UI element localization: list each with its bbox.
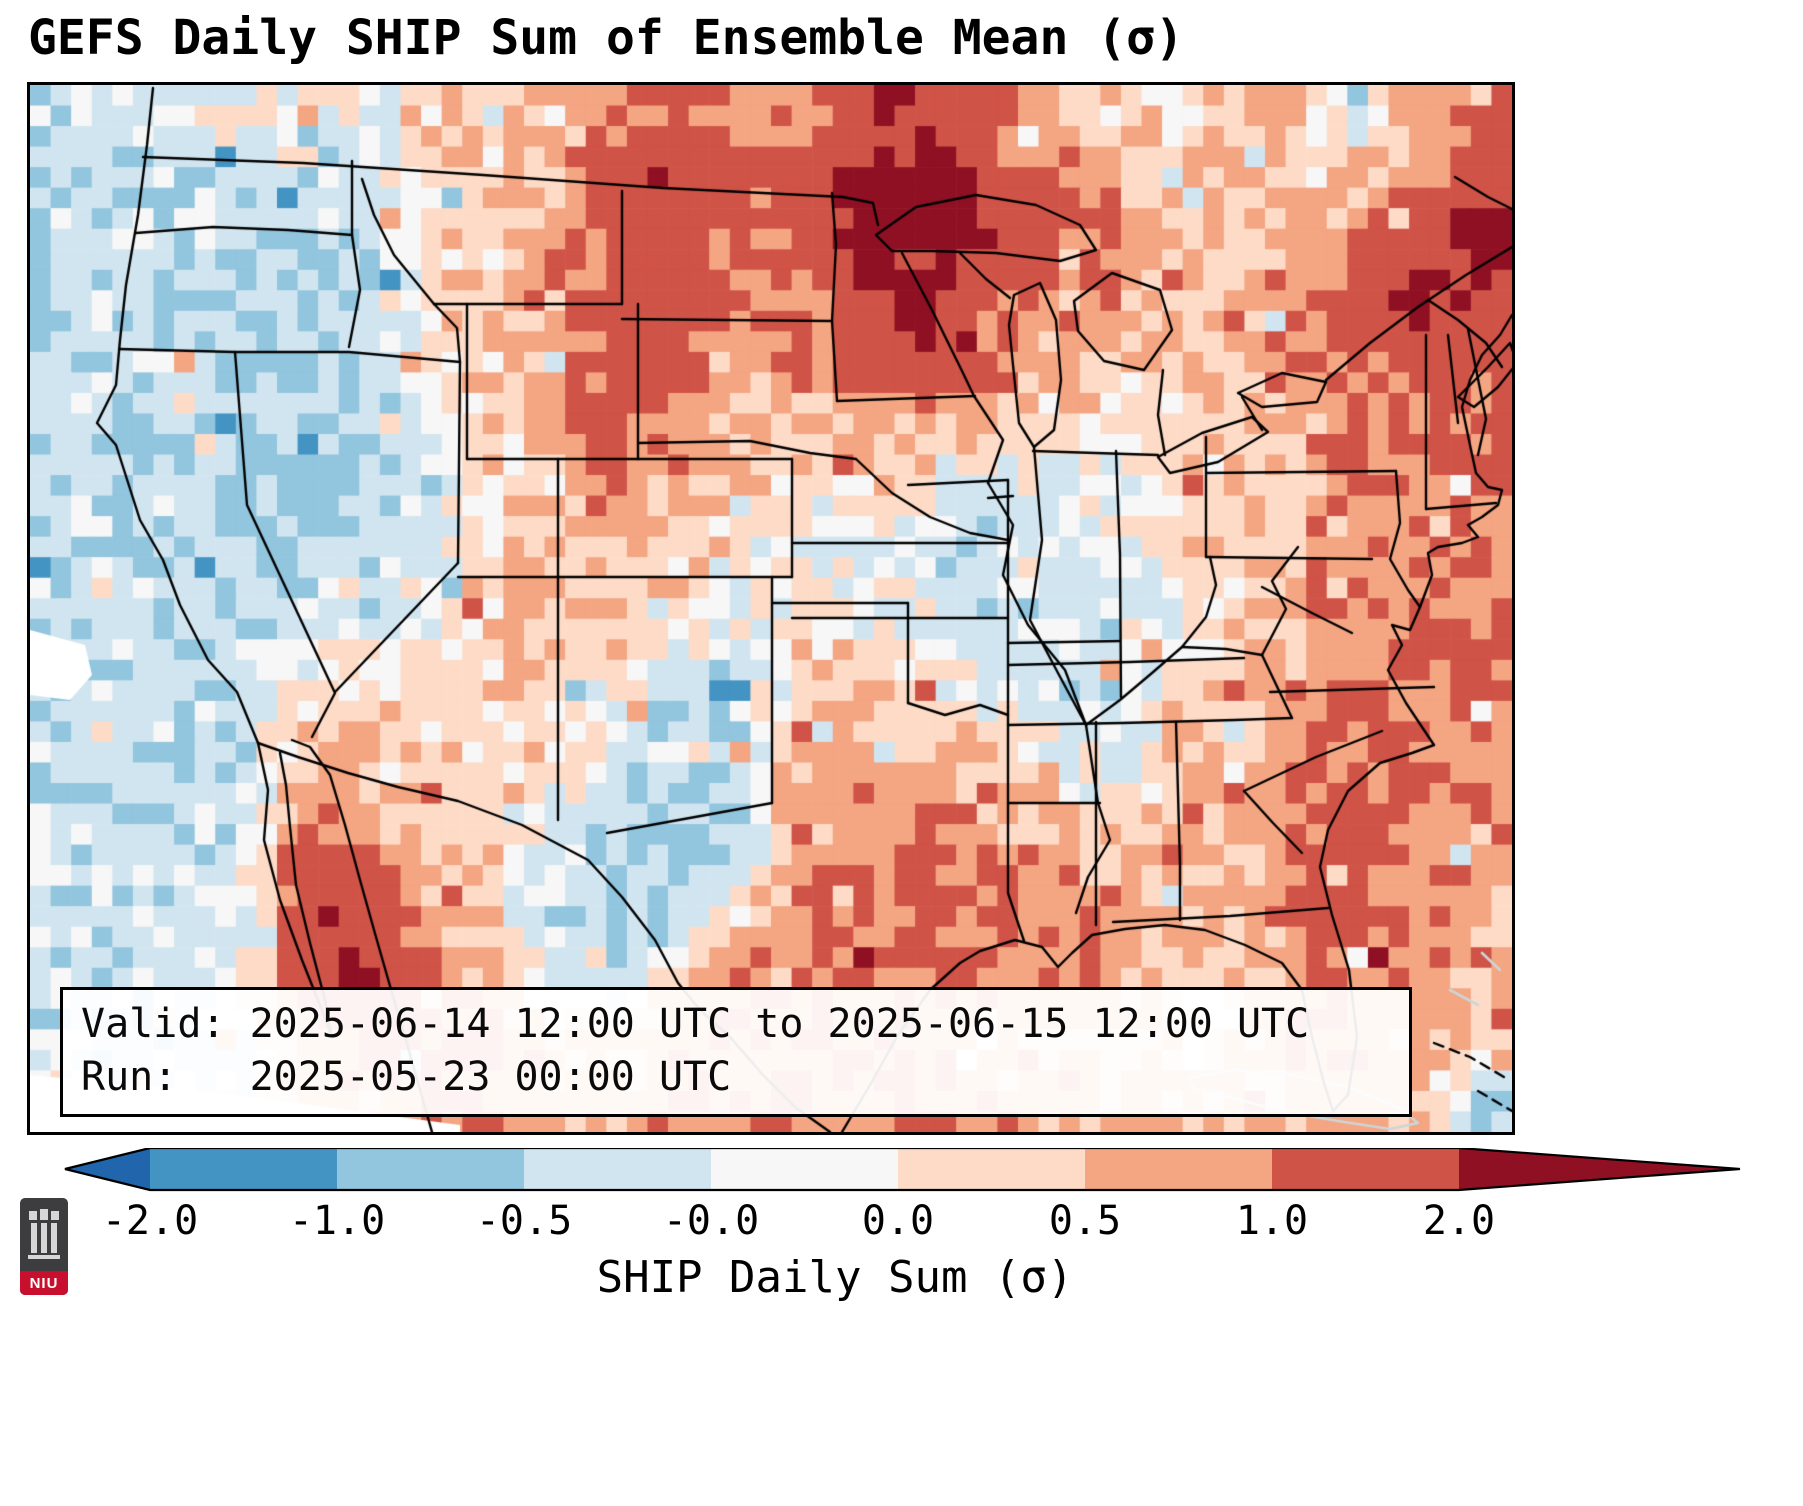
conus-heatmap-canvas bbox=[30, 85, 1512, 1132]
valid-line: Valid: 2025-06-14 12:00 UTC to 2025-06-1… bbox=[81, 1001, 1310, 1047]
colorbar-tick: -0.5 bbox=[475, 1198, 573, 1244]
map-panel: Valid: 2025-06-14 12:00 UTC to 2025-06-1… bbox=[27, 82, 1515, 1135]
colorbar-ticks: -2.0 -1.0 -0.5 -0.0 0.0 0.5 1.0 2.0 bbox=[0, 1198, 1803, 1248]
colorbar-tick: 0.5 bbox=[1048, 1198, 1122, 1244]
niu-castle-icon bbox=[27, 1198, 61, 1271]
colorbar-label: SHIP Daily Sum (σ) bbox=[596, 1252, 1074, 1303]
run-line: Run: 2025-05-23 00:00 UTC bbox=[81, 1053, 732, 1100]
colorbar-tick: -0.0 bbox=[662, 1198, 760, 1244]
colorbar-tick: 0.0 bbox=[861, 1198, 935, 1244]
colorbar-tick: 1.0 bbox=[1235, 1198, 1309, 1244]
colorbar-tick: -2.0 bbox=[101, 1198, 199, 1244]
colorbar-tick: -1.0 bbox=[288, 1198, 386, 1244]
niu-logo: NIU bbox=[20, 1198, 68, 1295]
figure-title: GEFS Daily SHIP Sum of Ensemble Mean (σ) bbox=[28, 10, 1184, 66]
niu-wordmark: NIU bbox=[20, 1271, 68, 1295]
colorbar bbox=[64, 1148, 1741, 1192]
valid-run-info-box: Valid: 2025-06-14 12:00 UTC to 2025-06-1… bbox=[60, 987, 1412, 1117]
colorbar-tick: 2.0 bbox=[1422, 1198, 1496, 1244]
